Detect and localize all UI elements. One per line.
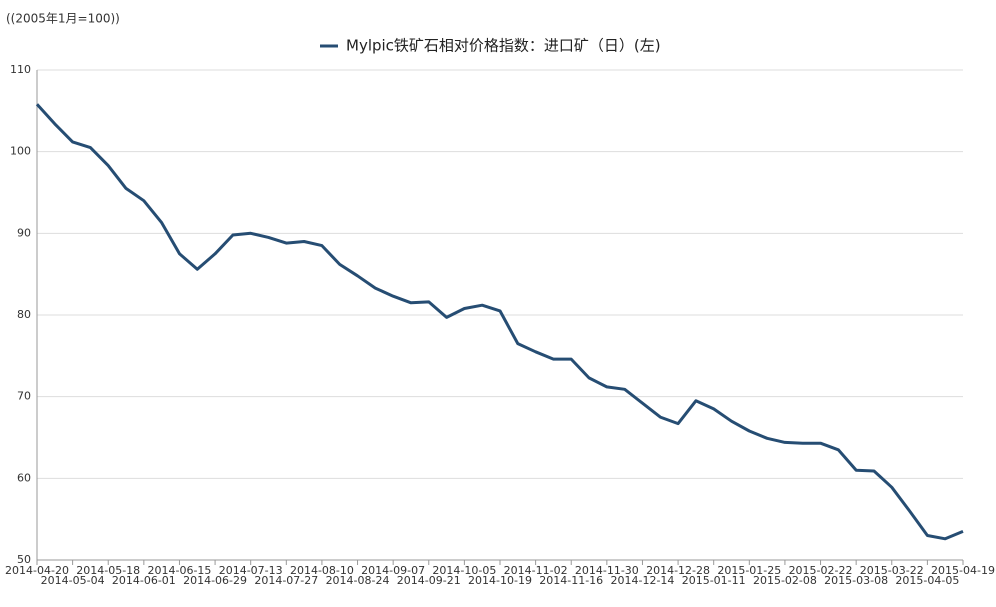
x-tick-label: 2014-12-14 [610, 574, 674, 587]
x-tick-label: 2015-03-08 [824, 574, 888, 587]
x-tick-label: 2014-05-04 [41, 574, 105, 587]
y-tick-label: 110 [10, 63, 31, 76]
x-tick-label: 2014-06-15 [147, 564, 211, 577]
legend-label: Mylpic铁矿石相对价格指数：进口矿（日）(左) [346, 37, 661, 55]
x-tick-label: 2014-07-13 [219, 564, 283, 577]
x-tick-label: 2014-08-24 [326, 574, 390, 587]
x-tick-label: 2015-01-25 [717, 564, 781, 577]
x-tick-label: 2014-09-07 [361, 564, 425, 577]
x-tick-label: 2014-11-02 [504, 564, 568, 577]
x-tick-label: 2015-01-11 [682, 574, 746, 587]
x-tick-label: 2015-02-22 [789, 564, 853, 577]
x-tick-label: 2014-05-18 [76, 564, 140, 577]
y-tick-label: 60 [17, 471, 31, 484]
x-tick-label: 2014-12-28 [646, 564, 710, 577]
y-tick-label: 80 [17, 308, 31, 321]
x-tick-label: 2014-09-21 [397, 574, 461, 587]
x-tick-label: 2014-11-16 [539, 574, 603, 587]
y-tick-label: 100 [10, 145, 31, 158]
x-tick-label: 2015-02-08 [753, 574, 817, 587]
x-tick-label: 2015-03-22 [860, 564, 924, 577]
x-tick-label: 2014-04-20 [5, 564, 69, 577]
x-tick-label: 2014-10-05 [432, 564, 496, 577]
x-tick-label: 2014-06-29 [183, 574, 247, 587]
x-tick-label: 2015-04-05 [895, 574, 959, 587]
x-tick-label: 2014-11-30 [575, 564, 639, 577]
y-tick-label: 50 [17, 553, 31, 566]
x-tick-label: 2014-10-19 [468, 574, 532, 587]
unit-note: ((2005年1月=100)) [6, 12, 120, 26]
x-tick-label: 2014-06-01 [112, 574, 176, 587]
y-tick-label: 90 [17, 226, 31, 239]
y-tick-label: 70 [17, 390, 31, 403]
x-tick-label: 2014-08-10 [290, 564, 354, 577]
x-tick-label: 2014-07-27 [254, 574, 318, 587]
series-line [35, 103, 964, 541]
x-tick-label: 2015-04-19 [931, 564, 995, 577]
